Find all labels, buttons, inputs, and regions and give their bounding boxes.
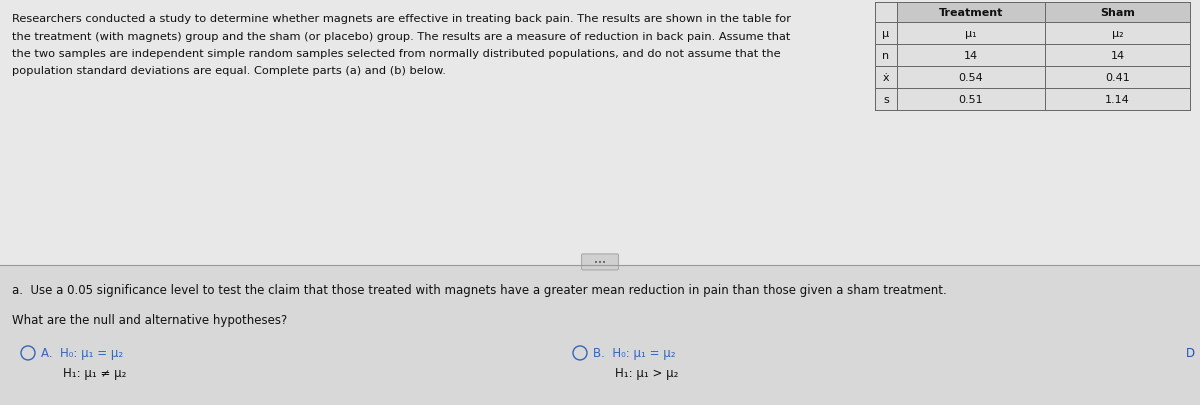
Text: H₁: μ₁ > μ₂: H₁: μ₁ > μ₂	[616, 367, 678, 379]
Text: Sham: Sham	[1100, 8, 1135, 18]
Text: 0.51: 0.51	[959, 95, 983, 105]
Text: D: D	[1186, 347, 1195, 360]
Text: population standard deviations are equal. Complete parts (a) and (b) below.: population standard deviations are equal…	[12, 66, 446, 76]
Text: H₁: μ₁ ≠ μ₂: H₁: μ₁ ≠ μ₂	[64, 367, 126, 379]
Text: a.  Use a 0.05 significance level to test the claim that those treated with magn: a. Use a 0.05 significance level to test…	[12, 283, 947, 296]
Text: μ: μ	[882, 29, 889, 39]
Text: 0.54: 0.54	[959, 73, 983, 83]
Text: μ₁: μ₁	[965, 29, 977, 39]
Bar	[898, 3, 1190, 23]
Text: Researchers conducted a study to determine whether magnets are effective in trea: Researchers conducted a study to determi…	[12, 14, 791, 24]
Text: the two samples are independent simple random samples selected from normally dis: the two samples are independent simple r…	[12, 49, 781, 59]
Text: 1.14: 1.14	[1105, 95, 1130, 105]
Text: s: s	[883, 95, 889, 105]
Text: n: n	[882, 51, 889, 61]
Text: 14: 14	[1110, 51, 1124, 61]
Text: B.  H₀: μ₁ = μ₂: B. H₀: μ₁ = μ₂	[593, 347, 676, 360]
Text: 0.41: 0.41	[1105, 73, 1130, 83]
Bar	[875, 3, 1190, 111]
Text: the treatment (with magnets) group and the sham (or placebo) group. The results : the treatment (with magnets) group and t…	[12, 32, 791, 41]
Text: 14: 14	[964, 51, 978, 61]
Text: •••: •••	[594, 259, 606, 265]
Text: ẋ: ẋ	[883, 73, 889, 83]
FancyBboxPatch shape	[582, 254, 618, 270]
Text: A.  H₀: μ₁ = μ₂: A. H₀: μ₁ = μ₂	[41, 347, 124, 360]
Text: Treatment: Treatment	[938, 8, 1003, 18]
Text: μ₂: μ₂	[1111, 29, 1123, 39]
Text: What are the null and alternative hypotheses?: What are the null and alternative hypoth…	[12, 313, 287, 326]
